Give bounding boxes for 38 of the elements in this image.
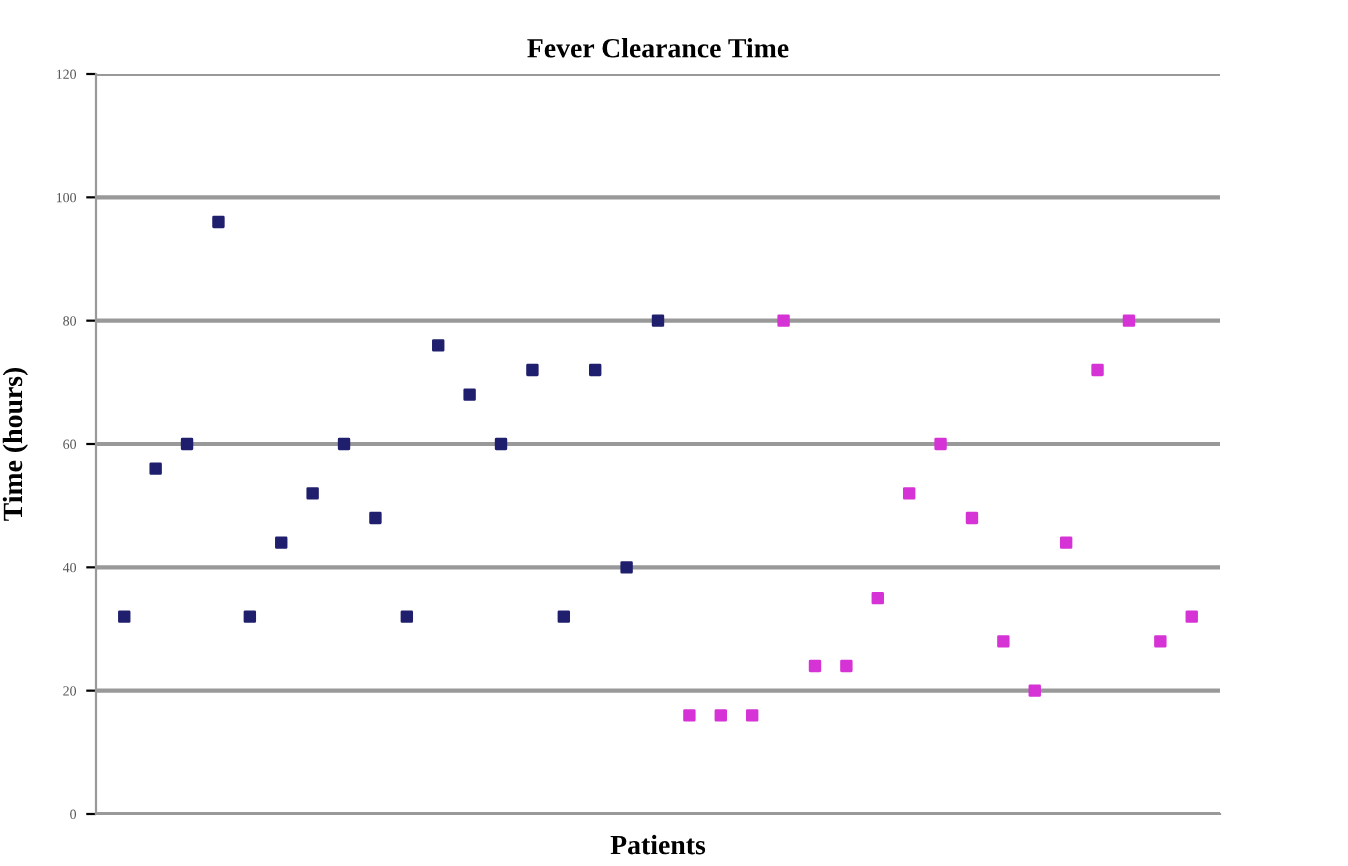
point	[1185, 610, 1198, 623]
point	[1028, 684, 1041, 697]
point	[494, 437, 508, 451]
point	[1059, 536, 1073, 549]
point	[118, 610, 131, 623]
point	[902, 487, 916, 500]
y-axis-title: Time (hours)	[2, 367, 28, 521]
point	[306, 487, 319, 500]
point	[997, 635, 1010, 648]
point	[808, 659, 822, 673]
point	[840, 659, 853, 673]
point	[275, 536, 288, 549]
point	[871, 591, 884, 605]
point	[526, 363, 539, 377]
point	[714, 709, 727, 722]
point	[620, 561, 633, 574]
point	[1122, 314, 1136, 327]
point	[589, 363, 602, 377]
point	[1091, 363, 1104, 377]
point	[557, 610, 571, 623]
point	[463, 388, 476, 401]
point	[965, 511, 979, 525]
point	[651, 314, 665, 327]
point	[934, 437, 947, 451]
point	[149, 462, 162, 475]
point	[180, 437, 194, 451]
x-axis-title: Patients	[610, 834, 706, 855]
chart-title: Fever Clearance Time	[527, 38, 789, 58]
point	[432, 339, 445, 352]
point	[400, 610, 414, 623]
point	[777, 314, 790, 327]
point	[683, 709, 696, 722]
point	[337, 437, 351, 451]
point	[212, 215, 225, 229]
point	[1154, 635, 1167, 648]
point	[745, 709, 759, 722]
point	[243, 610, 257, 623]
point	[369, 511, 382, 525]
